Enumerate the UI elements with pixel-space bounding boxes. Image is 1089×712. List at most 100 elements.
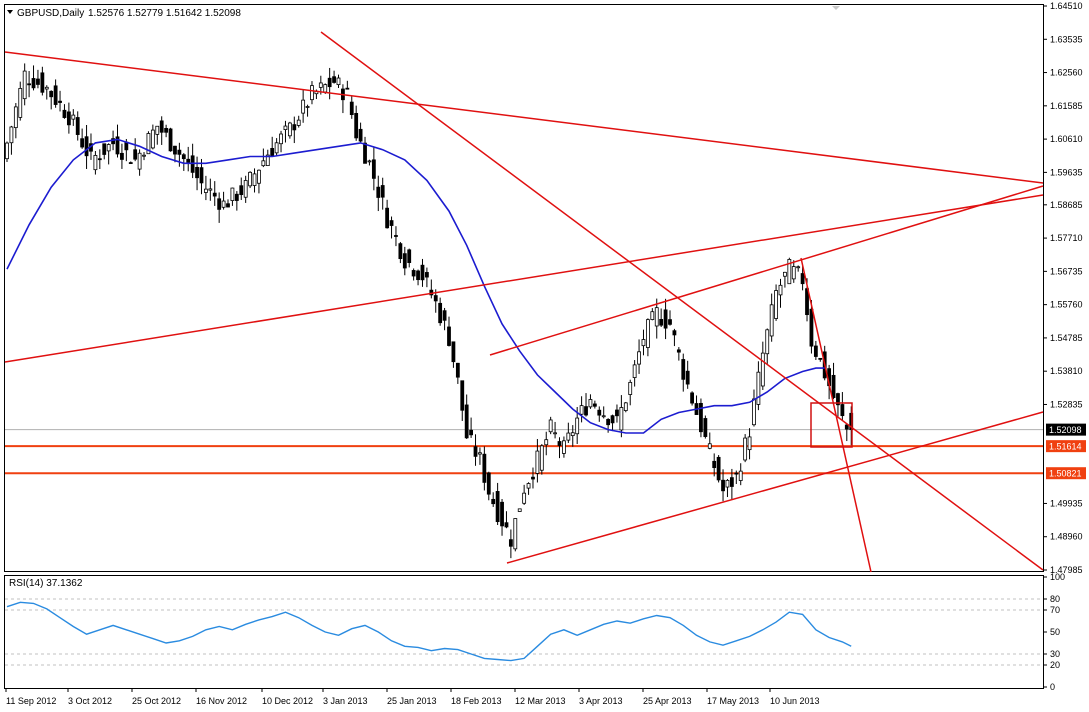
- ohlc-values: 1.52576 1.52779 1.51642 1.52098: [88, 8, 241, 19]
- candle: [31, 65, 36, 91]
- candle-body-bull: [548, 419, 553, 433]
- candle-body-bear: [226, 203, 230, 208]
- candle: [168, 127, 173, 152]
- candle-body-bear: [75, 117, 80, 135]
- candle: [809, 299, 814, 354]
- trendlines: [4, 31, 1044, 573]
- candle-body-bear: [49, 90, 54, 98]
- candle-body-bear: [239, 185, 244, 196]
- candle: [672, 328, 677, 347]
- candle-body-bear: [181, 154, 186, 160]
- candle: [150, 124, 155, 150]
- candle: [420, 258, 425, 287]
- candle: [155, 125, 160, 145]
- candle-body-bull: [601, 415, 606, 418]
- candle: [296, 115, 301, 128]
- candle-body-bull: [44, 86, 49, 90]
- candle-body-bull: [562, 440, 566, 454]
- price-tick-label: 1.54785: [1050, 333, 1083, 343]
- dropdown-triangle-icon[interactable]: [7, 10, 13, 14]
- candle: [460, 380, 465, 421]
- price-chart-frame[interactable]: [4, 4, 1044, 572]
- candle: [327, 67, 332, 100]
- candle: [818, 357, 823, 362]
- trendline-long-ascending[interactable]: [4, 194, 1044, 363]
- candle: [367, 159, 372, 166]
- candle-body-bull: [641, 339, 646, 347]
- rsi-tick-label: 100: [1050, 572, 1065, 582]
- rsi-chart-frame[interactable]: [4, 575, 1044, 689]
- candle: [265, 149, 270, 167]
- candle-body-bull: [796, 266, 801, 269]
- trendline-upper-channel[interactable]: [489, 185, 1044, 356]
- candle: [106, 143, 111, 165]
- candle: [650, 308, 655, 321]
- candle: [305, 104, 310, 117]
- candle-body-bear: [447, 326, 451, 346]
- candle-body-bear: [120, 152, 124, 160]
- price-tick-label: 1.48960: [1050, 532, 1083, 542]
- candle: [579, 396, 584, 423]
- candle: [783, 271, 787, 288]
- candle-body-bear: [27, 83, 32, 86]
- candle: [774, 284, 778, 321]
- rsi-tick-label: 50: [1050, 627, 1060, 637]
- candle: [301, 89, 306, 123]
- candle: [813, 340, 818, 360]
- candle-body-bull: [155, 125, 160, 135]
- price-tick-label: 1.60610: [1050, 134, 1083, 144]
- candle-body-bull: [230, 187, 235, 201]
- highlight-box[interactable]: [810, 402, 853, 448]
- candle: [363, 136, 367, 164]
- candle: [22, 63, 27, 106]
- candle: [385, 199, 390, 229]
- candle-body-bull: [575, 417, 580, 435]
- time-tick-label: 3 Oct 2012: [68, 696, 112, 706]
- time-tick-label: 17 May 2013: [707, 696, 759, 706]
- candle-body-bear: [659, 319, 664, 326]
- candle-body-bear: [398, 243, 403, 260]
- candle-body-bear: [128, 162, 133, 164]
- candle: [66, 102, 71, 134]
- candle: [407, 248, 412, 268]
- candle: [601, 406, 606, 419]
- candle-body-bear: [610, 415, 615, 424]
- candle: [221, 191, 226, 210]
- trendline-steep-descending[interactable]: [800, 257, 872, 573]
- price-tick-label: 1.52835: [1050, 399, 1083, 409]
- candle-body-bear: [62, 109, 67, 118]
- candle: [641, 329, 646, 356]
- candle: [482, 446, 487, 491]
- candle-body-bear: [491, 498, 496, 505]
- candle: [234, 191, 239, 211]
- price-axis: 1.64510 1.63535 1.62560 1.61585 1.60610 1.596…: [1043, 1, 1086, 575]
- candle-body-bear: [115, 136, 120, 155]
- candlesticks: [5, 63, 854, 559]
- candle: [380, 177, 385, 210]
- candle: [80, 128, 85, 149]
- time-tick-label: 16 Nov 2012: [196, 696, 247, 706]
- candle: [394, 226, 398, 247]
- candle-body-bear: [729, 477, 734, 487]
- trendline-major-descending[interactable]: [320, 31, 1044, 571]
- candle-body-bear: [685, 370, 690, 385]
- scroll-marker-icon[interactable]: [832, 6, 840, 10]
- candle-body-bull: [106, 144, 111, 152]
- candle: [279, 130, 283, 153]
- candle: [292, 116, 297, 144]
- trendline-lower-channel[interactable]: [506, 411, 1044, 564]
- candle: [668, 310, 672, 326]
- time-tick-label: 25 Apr 2013: [643, 696, 692, 706]
- candle: [619, 395, 624, 438]
- candle: [137, 149, 142, 176]
- candle: [49, 90, 54, 110]
- candle-body-bear: [234, 193, 239, 201]
- candle-body-bear: [173, 145, 177, 155]
- candle-body-bull: [310, 85, 314, 101]
- candle-body-bear: [195, 166, 199, 179]
- candle: [190, 143, 195, 179]
- candle: [416, 269, 420, 286]
- candle-body-bear: [668, 319, 672, 325]
- candle-body-bear: [699, 402, 703, 433]
- trendline-upper-descending[interactable]: [4, 51, 1044, 184]
